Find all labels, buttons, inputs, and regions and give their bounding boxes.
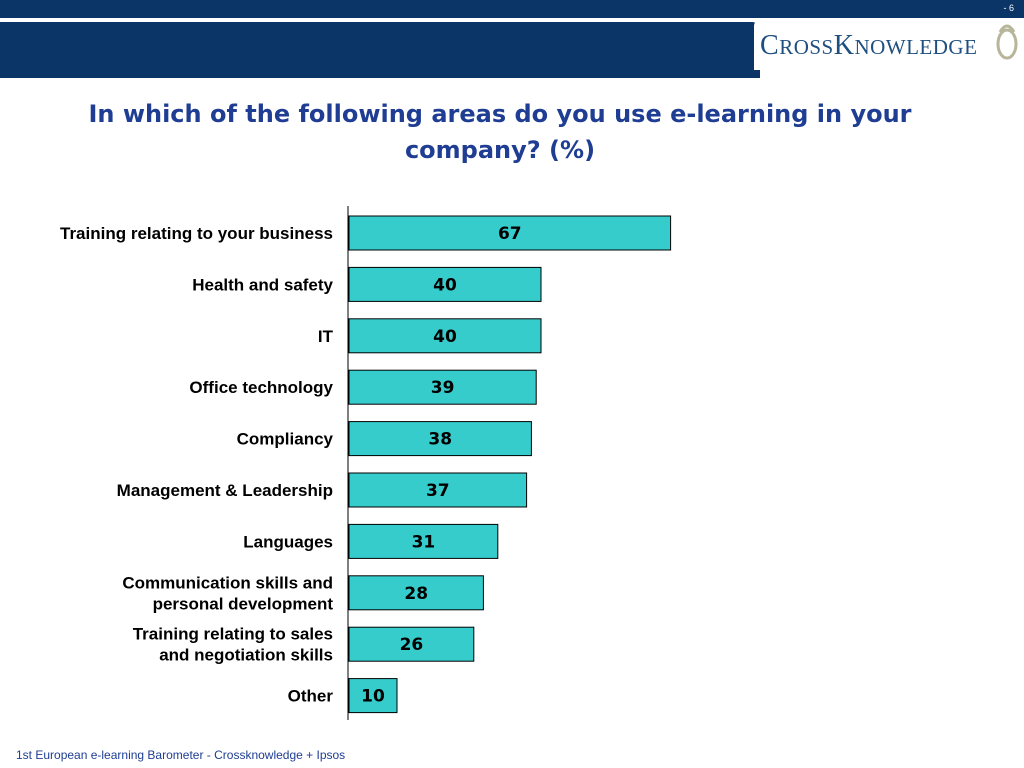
value-label-4: 38 [428,430,452,450]
page-number: - 6 [1003,3,1014,13]
value-label-8: 26 [400,635,424,655]
category-label-2: IT [318,327,334,346]
category-label-1: Health and safety [192,275,333,294]
bar-chart: 67 Training relating to your business 40 He… [60,206,672,720]
bar-6 [348,523,499,559]
category-label-line: Compliancy [237,430,334,449]
category-label-line: and negotiation skills [159,646,333,665]
value-label-9: 10 [361,687,385,707]
chart-title: In which of the following areas do you u… [88,100,912,164]
logo-text: CROSSKNOWLEDGE [760,30,978,61]
category-label-line: IT [318,327,334,346]
category-label-0: Training relating to your business [60,224,333,243]
bar-0 [348,215,672,251]
category-label-line: Other [288,687,334,706]
category-label-line: Training relating to sales [133,625,333,644]
value-label-3: 39 [431,378,455,398]
value-label-5: 37 [426,481,450,501]
bar-3 [348,369,537,405]
category-label-line: Training relating to your business [60,224,333,243]
value-label-6: 31 [412,532,436,552]
category-label-9: Other [288,687,334,706]
bar-4 [348,421,532,457]
crossknowledge-logo: CROSSKNOWLEDGE [754,20,1024,70]
category-label-line: Health and safety [192,275,333,294]
top-strip: - 6 [0,0,1024,18]
value-label-0: 67 [498,224,522,244]
bar-5 [348,472,528,508]
category-label-line: Office technology [189,378,333,397]
category-label-8: Training relating to sales and negotiatio… [133,625,333,665]
category-label-line: Languages [243,532,333,551]
category-label-line: Management & Leadership [117,481,333,500]
category-label-6: Languages [243,532,333,551]
bar-1 [348,266,542,302]
bar-8 [348,626,475,662]
category-label-7: Communication skills and personal develop… [122,573,333,613]
bar-9 [348,678,398,714]
source-footnote: 1st European e-learning Barometer - Cros… [16,748,346,762]
value-label-2: 40 [433,327,457,347]
category-label-5: Management & Leadership [117,481,333,500]
category-label-line: personal development [153,594,334,613]
header-banner [0,22,760,78]
category-label-3: Office technology [189,378,333,397]
logo-leaf-icon [996,24,1018,60]
category-label-4: Compliancy [237,430,334,449]
bar-2 [348,318,542,354]
value-label-7: 28 [404,584,428,604]
category-label-line: Communication skills and [122,573,333,592]
bar-7 [348,575,484,611]
value-label-1: 40 [433,275,457,295]
